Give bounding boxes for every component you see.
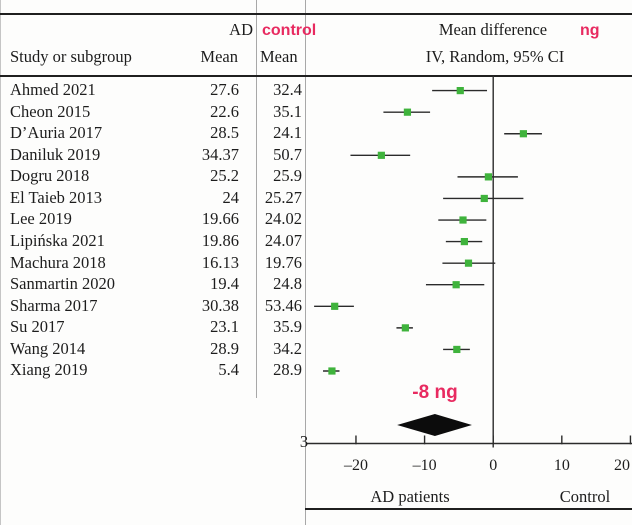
table-row: Daniluk 2019 34.37 50.7	[0, 144, 632, 166]
control-mean-value: 32.4	[273, 80, 302, 99]
study-label: D’Auria 2017	[10, 123, 103, 143]
effect-title: Mean difference	[438, 20, 548, 39]
control-mean-value: 24.07	[264, 230, 302, 250]
study-label: Ahmed 2021	[10, 80, 96, 99]
ad-mean-value: 28.9	[210, 338, 239, 358]
axis-tick-label: 0	[489, 457, 498, 474]
table-row: Lee 2019 19.66 24.02	[0, 208, 632, 230]
ad-mean-value: 27.6	[210, 80, 239, 99]
control-mean-value: 28.9	[273, 360, 302, 380]
study-label: El Taieb 2013	[10, 187, 103, 207]
effect-square	[328, 367, 336, 375]
table-row: El Taieb 2013 24 25.27	[0, 187, 632, 209]
effect-square	[403, 108, 412, 116]
control-mean-value: 53.46	[264, 295, 302, 315]
table-row: Machura 2018 16.13 19.76	[0, 252, 632, 274]
control-mean-value: 50.7	[273, 144, 302, 164]
table-row: Wang 2014 28.9 34.2	[0, 338, 632, 360]
study-label: Wang 2014	[10, 338, 86, 358]
axis-label-ad-patients: AD patients	[370, 487, 450, 506]
table-row: Cheon 2015 22.6 35.1	[0, 101, 632, 123]
group-header-ad: AD	[229, 20, 253, 39]
effect-square	[459, 216, 467, 224]
left-edge-line	[0, 0, 2, 525]
control-mean-value: 24.1	[273, 123, 302, 143]
ad-mean-value: 5.4	[218, 360, 239, 380]
table-row: Sharma 2017 30.38 53.46	[0, 295, 632, 317]
control-mean-value: 24.8	[273, 274, 302, 294]
effect-square	[452, 281, 460, 289]
control-mean-value: 24.02	[264, 209, 302, 229]
axis-tick-label: 10	[553, 457, 570, 474]
column-header-study: Study or subgroup	[10, 47, 132, 66]
ad-mean-value: 16.13	[201, 252, 239, 272]
effect-square	[456, 87, 464, 95]
control-mean-value: 25.27	[264, 187, 302, 207]
control-mean-value: 35.1	[273, 101, 302, 121]
effect-square	[484, 173, 492, 181]
summary-effect-label: -8 ng	[412, 382, 458, 403]
axis-tick-label: 20	[614, 457, 630, 474]
table-row: Dogru 2018 25.2 25.9	[0, 165, 632, 187]
column-header-mean-ad: Mean	[200, 47, 238, 66]
ad-mean-value: 24	[222, 187, 240, 207]
group-header-control: control	[262, 22, 317, 39]
table-row: Ahmed 2021 27.6 32.4	[0, 79, 632, 101]
header-separator-line	[0, 75, 632, 77]
axis-tick-label: –20	[343, 457, 368, 474]
ad-mean-value: 25.2	[210, 166, 239, 186]
figure-bottom-border	[305, 508, 632, 510]
axis-tick-label: –10	[412, 457, 437, 474]
table-row: Su 2017 23.1 35.9	[0, 316, 632, 338]
study-label: Lee 2019	[10, 209, 72, 229]
study-label: Sanmartin 2020	[10, 274, 115, 294]
table-top-border	[0, 13, 632, 15]
effect-square	[453, 345, 461, 354]
clipped-axis-character: 3	[299, 432, 309, 451]
study-label: Daniluk 2019	[10, 144, 101, 164]
ad-mean-value: 23.1	[210, 317, 239, 337]
ad-mean-value: 28.5	[210, 123, 239, 143]
column-divider-1	[256, 0, 258, 398]
ad-mean-value: 19.66	[201, 209, 239, 229]
table-row: Lipińska 2021 19.86 24.07	[0, 230, 632, 252]
effect-square	[460, 237, 468, 246]
control-mean-value: 35.9	[273, 317, 302, 337]
study-label: Sharma 2017	[10, 295, 98, 315]
column-divider-2	[305, 0, 307, 525]
summary-diamond	[397, 414, 472, 436]
control-mean-value: 25.9	[273, 166, 302, 186]
study-label: Lipińska 2021	[10, 230, 105, 250]
effect-square	[480, 194, 488, 203]
effect-square	[331, 302, 339, 310]
effect-square	[377, 151, 385, 159]
effect-subtitle: IV, Random, 95% CI	[425, 47, 565, 66]
study-label: Su 2017	[10, 317, 65, 337]
effect-square	[401, 324, 409, 332]
axis-label-control: Control	[559, 487, 611, 506]
ad-mean-value: 19.4	[210, 274, 239, 294]
study-label: Cheon 2015	[10, 101, 91, 121]
ad-mean-value: 30.38	[201, 295, 239, 315]
study-label: Xiang 2019	[10, 360, 88, 380]
effect-square	[519, 130, 527, 138]
table-row: Xiang 2019 5.4 28.9	[0, 359, 632, 381]
study-label: Machura 2018	[10, 252, 106, 272]
ad-mean-value: 34.37	[201, 144, 239, 164]
ad-mean-value: 22.6	[210, 101, 239, 121]
ad-mean-value: 19.86	[201, 230, 239, 250]
control-mean-value: 34.2	[273, 338, 302, 358]
effect-square	[464, 259, 473, 267]
effect-unit: ng	[580, 22, 600, 39]
table-row: Sanmartin 2020 19.4 24.8	[0, 273, 632, 295]
table-row: D’Auria 2017 28.5 24.1	[0, 122, 632, 144]
study-label: Dogru 2018	[10, 166, 90, 186]
control-mean-value: 19.76	[264, 252, 302, 272]
column-header-mean-control: Mean	[260, 47, 298, 66]
